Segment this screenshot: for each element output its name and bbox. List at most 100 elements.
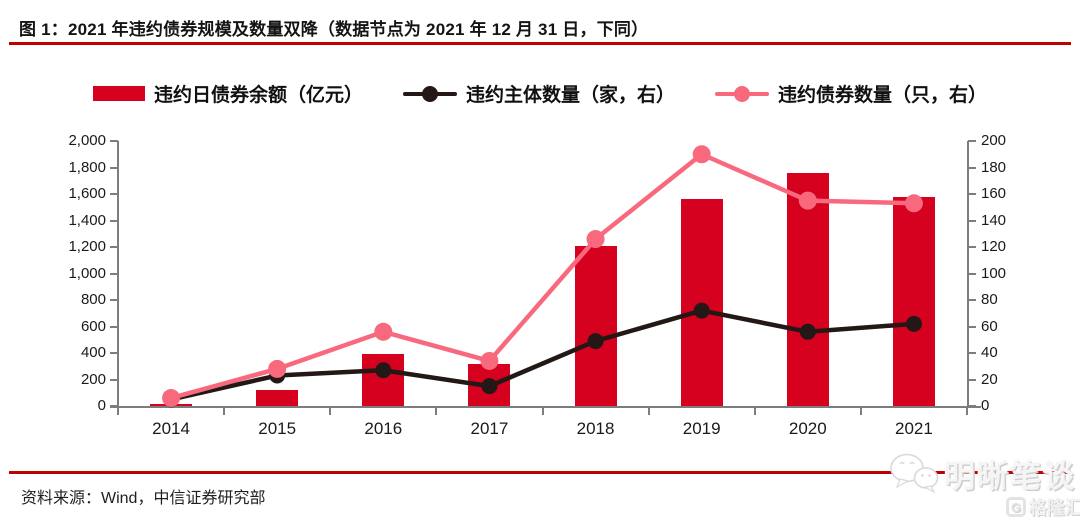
bar-2020 bbox=[786, 172, 829, 406]
y-axis-right-label: 180 bbox=[981, 158, 1007, 176]
y-axis-right-tick bbox=[968, 193, 976, 195]
y-axis-left-label: 1,000 bbox=[68, 264, 106, 282]
gelonghui-text: 格隆汇 bbox=[1029, 498, 1080, 518]
y-axis-left-label: 400 bbox=[80, 344, 106, 361]
x-axis-label: 2017 bbox=[470, 419, 509, 438]
y-axis-left-label: 1,600 bbox=[68, 185, 106, 202]
y-axis-left-tick bbox=[110, 352, 118, 354]
issuer-count-line bbox=[170, 308, 915, 402]
x-axis-tick bbox=[753, 408, 756, 415]
bar-2015 bbox=[256, 389, 299, 406]
y-axis-right-label: 160 bbox=[981, 185, 1007, 202]
y-axis-left-tick bbox=[110, 405, 118, 407]
legend-item-bond-count: 违约债券数量（只，右） bbox=[715, 80, 987, 107]
bond-count-point-2021 bbox=[904, 194, 923, 213]
y-axis-right-label: 80 bbox=[981, 291, 998, 308]
y-axis-right-tick bbox=[968, 272, 976, 275]
y-axis-right-tick bbox=[968, 140, 976, 142]
y-axis-right-tick bbox=[968, 378, 976, 381]
watermark-text: 明晰笔谈 bbox=[944, 459, 1076, 494]
y-axis-right-tick bbox=[968, 246, 976, 248]
chart-legend: 违约日债券余额（亿元） 违约主体数量（家，右） 违约债券数量（只，右） bbox=[0, 80, 1080, 107]
bar-swatch-icon bbox=[92, 86, 145, 101]
issuer-count-point-2018 bbox=[587, 333, 604, 350]
source-note: 资料来源：Wind，中信证券研究部 bbox=[21, 490, 266, 507]
wechat-icon bbox=[890, 453, 939, 493]
bond-count-line bbox=[170, 152, 914, 401]
y-axis-right-label: 100 bbox=[981, 264, 1007, 282]
y-axis-left-tick bbox=[110, 272, 118, 275]
pink-line-marker-icon bbox=[715, 85, 769, 103]
issuer-count-point-2016 bbox=[375, 362, 392, 379]
y-axis-left-tick bbox=[110, 378, 118, 381]
bond-count-point-2015 bbox=[268, 359, 287, 378]
x-axis-label: 2021 bbox=[895, 419, 933, 438]
x-axis-label: 2014 bbox=[152, 419, 190, 438]
legend-item-bond-balance: 违约日债券余额（亿元） bbox=[92, 80, 363, 107]
bond-count-point-2019 bbox=[692, 145, 711, 164]
x-axis-tick bbox=[966, 408, 968, 415]
bond-count-point-2020 bbox=[798, 191, 817, 210]
x-axis-tick bbox=[859, 408, 862, 415]
y-axis-left-label: 200 bbox=[80, 370, 106, 388]
wechat-watermark: 明晰笔谈 bbox=[888, 451, 1076, 496]
bond-count-point-2018 bbox=[586, 230, 605, 249]
x-axis-tick bbox=[329, 408, 332, 415]
x-axis-tick bbox=[223, 408, 226, 415]
y-axis-left-label: 2,000 bbox=[68, 132, 106, 149]
line-series-layer bbox=[162, 145, 923, 408]
x-axis-label: 2016 bbox=[364, 419, 403, 438]
y-axis-left-label: 0 bbox=[97, 397, 106, 414]
legend-item-issuer-count: 违约主体数量（家，右） bbox=[402, 80, 675, 107]
legend-label-issuer-count: 违约主体数量（家，右） bbox=[465, 85, 675, 106]
y-axis-left-label: 1,400 bbox=[68, 211, 106, 229]
y-axis-right-tick bbox=[968, 405, 976, 407]
y-axis-right-tick bbox=[968, 352, 976, 354]
x-axis-tick bbox=[541, 408, 544, 415]
title-underline bbox=[9, 42, 1071, 45]
y-axis-left-tick bbox=[110, 299, 118, 301]
bond-count-point-2014 bbox=[162, 389, 181, 408]
black-line-marker-icon bbox=[402, 85, 457, 103]
y-axis-right-label: 60 bbox=[981, 317, 998, 335]
y-axis-left-label: 600 bbox=[80, 317, 106, 335]
bar-2021 bbox=[892, 197, 935, 406]
figure-title: 图 1：2021 年违约债券规模及数量双降（数据节点为 2021 年 12 月 … bbox=[19, 20, 649, 39]
y-axis-right-label: 120 bbox=[981, 238, 1007, 255]
legend-label-bond-count: 违约债券数量（只，右） bbox=[778, 85, 988, 106]
y-axis-left-tick bbox=[110, 166, 118, 169]
x-axis-label: 2018 bbox=[576, 419, 615, 438]
issuer-count-point-2017 bbox=[481, 378, 498, 395]
x-axis-label: 2020 bbox=[788, 419, 827, 438]
x-axis-tick bbox=[117, 408, 119, 415]
bond-count-point-2016 bbox=[374, 322, 393, 341]
issuer-count-point-2021 bbox=[905, 315, 922, 332]
x-axis-label: 2015 bbox=[258, 419, 297, 438]
y-axis-right-tick bbox=[968, 299, 976, 301]
issuer-count-point-2020 bbox=[799, 323, 816, 340]
legend-label-bond-balance: 违约日债券余额（亿元） bbox=[153, 85, 363, 106]
y-axis-left-label: 1,800 bbox=[68, 158, 106, 176]
y-axis-left-tick bbox=[110, 193, 118, 195]
gelonghui-icon: G bbox=[1006, 497, 1026, 517]
y-axis-right-tick bbox=[968, 219, 976, 222]
y-axis-left-tick bbox=[110, 140, 118, 142]
bar-2019 bbox=[680, 198, 723, 406]
y-axis-left-label: 1,200 bbox=[68, 238, 106, 255]
issuer-count-point-2019 bbox=[693, 302, 710, 319]
y-axis-right-label: 20 bbox=[981, 370, 998, 388]
gelonghui-logo: G 格隆汇 bbox=[1006, 494, 1080, 520]
y-axis-right-line bbox=[967, 141, 969, 406]
y-axis-right-label: 140 bbox=[981, 211, 1007, 229]
y-axis-left-tick bbox=[110, 246, 118, 248]
y-axis-left-tick bbox=[110, 219, 118, 222]
y-axis-right-label: 0 bbox=[981, 397, 990, 414]
y-axis-right-tick bbox=[968, 166, 976, 169]
footer-rule bbox=[9, 471, 1071, 474]
y-axis-left-tick bbox=[110, 325, 118, 328]
bond-count-point-2017 bbox=[480, 351, 499, 370]
x-axis-tick bbox=[647, 408, 650, 415]
y-axis-left-label: 800 bbox=[80, 291, 106, 308]
